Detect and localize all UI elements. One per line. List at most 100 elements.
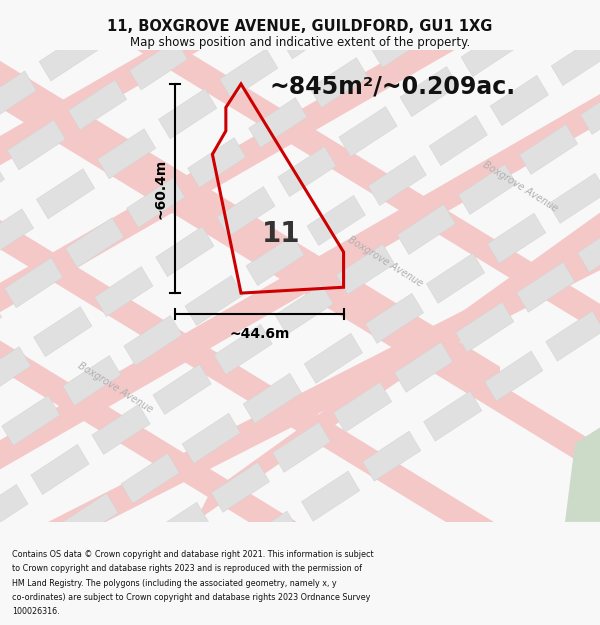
Polygon shape (522, 0, 580, 37)
Polygon shape (580, 84, 600, 134)
Polygon shape (546, 311, 600, 361)
Polygon shape (275, 284, 334, 334)
Polygon shape (241, 511, 299, 561)
Polygon shape (34, 306, 92, 357)
Polygon shape (185, 276, 243, 326)
Polygon shape (182, 413, 241, 463)
Text: Boxgrove Avenue: Boxgrove Avenue (346, 235, 424, 289)
Polygon shape (551, 36, 600, 86)
Text: 11: 11 (262, 221, 300, 248)
Polygon shape (0, 0, 600, 333)
Polygon shape (371, 18, 429, 68)
Text: ~845m²/~0.209ac.: ~845m²/~0.209ac. (270, 75, 516, 99)
Polygon shape (548, 173, 600, 223)
Polygon shape (455, 302, 514, 352)
Polygon shape (121, 453, 179, 503)
Polygon shape (246, 236, 304, 286)
Polygon shape (281, 9, 339, 59)
Polygon shape (301, 471, 360, 521)
Polygon shape (0, 160, 4, 210)
Polygon shape (156, 226, 214, 277)
Text: Map shows position and indicative extent of the property.: Map shows position and indicative extent… (130, 36, 470, 49)
Polygon shape (95, 266, 153, 317)
Polygon shape (97, 129, 156, 179)
Polygon shape (0, 533, 57, 583)
Polygon shape (272, 422, 331, 472)
Text: ~44.6m: ~44.6m (229, 327, 289, 341)
Polygon shape (190, 0, 249, 50)
Polygon shape (429, 116, 487, 166)
Polygon shape (307, 196, 365, 246)
Polygon shape (150, 503, 209, 552)
Polygon shape (432, 0, 490, 28)
Polygon shape (458, 164, 517, 214)
Polygon shape (0, 220, 600, 616)
Polygon shape (368, 156, 427, 206)
Polygon shape (485, 351, 543, 401)
Text: to Crown copyright and database rights 2023 and is reproduced with the permissio: to Crown copyright and database rights 2… (12, 564, 362, 573)
Polygon shape (0, 341, 600, 625)
Polygon shape (7, 120, 65, 170)
Text: 100026316.: 100026316. (12, 608, 59, 616)
Polygon shape (127, 177, 185, 227)
Polygon shape (63, 356, 121, 406)
Polygon shape (400, 66, 458, 117)
Polygon shape (362, 431, 421, 481)
Polygon shape (339, 106, 397, 157)
Polygon shape (0, 78, 600, 475)
Polygon shape (0, 0, 500, 396)
Text: HM Land Registry. The polygons (including the associated geometry, namely x, y: HM Land Registry. The polygons (includin… (12, 579, 337, 587)
Polygon shape (188, 138, 246, 188)
Polygon shape (60, 493, 118, 543)
Polygon shape (158, 89, 217, 139)
Text: Boxgrove Avenue: Boxgrove Avenue (76, 361, 154, 415)
Polygon shape (130, 40, 188, 90)
Polygon shape (68, 80, 127, 130)
Text: Contains OS data © Crown copyright and database right 2021. This information is : Contains OS data © Crown copyright and d… (12, 550, 374, 559)
Polygon shape (0, 346, 31, 397)
Polygon shape (65, 217, 124, 268)
Polygon shape (124, 316, 182, 366)
Polygon shape (0, 0, 600, 312)
Polygon shape (0, 22, 7, 72)
Polygon shape (394, 342, 453, 392)
Polygon shape (92, 404, 150, 454)
Polygon shape (517, 262, 575, 312)
Polygon shape (520, 124, 578, 174)
Text: co-ordinates) are subject to Crown copyright and database rights 2023 Ordnance S: co-ordinates) are subject to Crown copyr… (12, 593, 370, 602)
Polygon shape (461, 26, 520, 77)
Polygon shape (304, 333, 362, 383)
Polygon shape (10, 0, 68, 32)
Polygon shape (2, 396, 60, 446)
Polygon shape (31, 444, 89, 494)
Polygon shape (0, 241, 600, 625)
Polygon shape (37, 169, 95, 219)
Polygon shape (217, 186, 275, 237)
Polygon shape (424, 391, 482, 441)
Polygon shape (211, 462, 269, 512)
Polygon shape (487, 213, 546, 263)
Text: 11, BOXGROVE AVENUE, GUILDFORD, GU1 1XG: 11, BOXGROVE AVENUE, GUILDFORD, GU1 1XG (107, 19, 493, 34)
Polygon shape (100, 0, 158, 41)
Polygon shape (0, 209, 34, 259)
Polygon shape (341, 0, 400, 19)
Polygon shape (243, 373, 301, 423)
Polygon shape (365, 293, 424, 343)
Polygon shape (397, 204, 455, 254)
Polygon shape (249, 98, 307, 148)
Polygon shape (0, 94, 600, 469)
Polygon shape (251, 0, 310, 10)
Polygon shape (214, 324, 272, 374)
Polygon shape (0, 298, 2, 348)
Polygon shape (0, 71, 37, 121)
Polygon shape (0, 484, 28, 534)
Polygon shape (490, 76, 548, 126)
Text: ~60.4m: ~60.4m (153, 158, 167, 219)
Polygon shape (4, 258, 63, 308)
Polygon shape (334, 382, 392, 432)
Polygon shape (0, 0, 600, 166)
Polygon shape (39, 31, 97, 81)
Polygon shape (427, 253, 485, 303)
Text: Boxgrove Avenue: Boxgrove Avenue (481, 159, 559, 213)
Polygon shape (336, 244, 394, 294)
